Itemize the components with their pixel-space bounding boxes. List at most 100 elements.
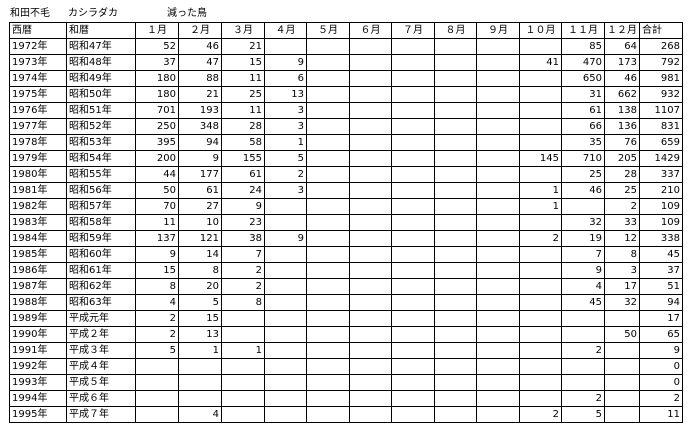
count-cell [561,326,605,343]
table-row: 1991年 平成３年 5 1 1 2 9 [9,342,683,359]
era-cell: 昭和50年 [66,86,136,103]
count-cell [434,166,477,183]
table-row: 1985年 昭和60年 9 14 7 7 8 45 [9,246,683,263]
count-cell [434,150,477,167]
count-cell: 155 [221,150,265,167]
year-cell: 1977年 [9,118,67,135]
count-cell: 61 [221,166,265,183]
count-cell: 701 [135,102,179,119]
count-cell [135,374,179,391]
count-cell [349,278,392,295]
count-cell [349,374,392,391]
count-cell: 24 [221,182,265,199]
table-row: 1984年 昭和59年 137 121 38 9 2 19 12 338 [9,230,683,247]
count-cell [604,342,640,359]
era-cell: 昭和57年 [66,198,136,215]
count-cell [519,262,562,279]
total-cell: 51 [639,278,683,295]
count-cell [434,406,477,423]
count-cell: 32 [561,214,605,231]
count-cell [434,342,477,359]
count-cell [349,150,392,167]
total-cell: 65 [639,326,683,343]
total-cell: 0 [639,358,683,375]
count-cell: 70 [135,198,179,215]
era-cell: 昭和62年 [66,278,136,295]
count-cell [349,118,392,135]
count-cell: 12 [604,230,640,247]
count-cell [476,118,520,135]
count-cell [306,118,350,135]
count-cell: 85 [561,38,605,55]
apr-header: ４月 [264,22,307,39]
era-cell: 昭和63年 [66,294,136,311]
count-cell: 1 [519,182,562,199]
table-row: 1975年 昭和50年 180 21 25 13 31 662 932 [9,86,683,103]
header-row: 西暦 和暦 １月 ２月 ３月 ４月 ５月 ６月 ７月 ８月 ９月 １０月 １１月 １２月 合計 [9,22,683,39]
year-cell: 1978年 [9,134,67,151]
count-cell [306,182,350,199]
total-cell: 210 [639,182,683,199]
era-cell: 昭和59年 [66,230,136,247]
count-cell [434,294,477,311]
count-cell [306,390,350,407]
count-cell: 21 [178,86,222,103]
year-cell: 1994年 [9,390,67,407]
count-cell [391,390,435,407]
count-cell [434,54,477,71]
count-cell: 25 [604,182,640,199]
count-cell [306,38,350,55]
total-cell: 0 [639,374,683,391]
year-cell: 1983年 [9,214,67,231]
count-cell: 180 [135,86,179,103]
count-cell [264,406,307,423]
count-cell: 3 [264,102,307,119]
count-cell [519,358,562,375]
table-row: 1994年 平成６年 2 2 [9,390,683,407]
count-cell: 9 [221,198,265,215]
total-cell: 109 [639,198,683,215]
count-cell: 200 [135,150,179,167]
count-cell [306,166,350,183]
count-cell: 137 [135,230,179,247]
count-cell [519,278,562,295]
count-cell [391,214,435,231]
count-cell: 2 [561,342,605,359]
count-cell [476,86,520,103]
count-cell [221,358,265,375]
count-cell: 66 [561,118,605,135]
count-cell [349,86,392,103]
count-cell: 41 [519,54,562,71]
count-cell [349,406,392,423]
count-cell: 33 [604,214,640,231]
count-cell [349,38,392,55]
count-cell [434,326,477,343]
count-cell [306,214,350,231]
oct-header: １０月 [519,22,562,39]
era-cell: 平成元年 [66,310,136,327]
count-cell: 1 [221,342,265,359]
count-cell [391,70,435,87]
era-cell: 平成５年 [66,374,136,391]
count-cell [391,38,435,55]
count-cell [476,150,520,167]
count-cell [391,278,435,295]
count-cell [519,246,562,263]
count-cell [391,54,435,71]
count-cell [391,134,435,151]
count-cell: 177 [178,166,222,183]
count-cell: 4 [561,278,605,295]
count-cell [349,102,392,119]
count-cell: 5 [135,342,179,359]
table-row: 1987年 昭和62年 8 20 2 4 17 51 [9,278,683,295]
count-cell [434,86,477,103]
count-cell [476,102,520,119]
era-cell: 平成４年 [66,358,136,375]
total-cell: 268 [639,38,683,55]
count-cell: 5 [561,406,605,423]
count-cell [476,54,520,71]
count-cell [306,358,350,375]
total-cell: 109 [639,214,683,231]
count-cell: 138 [604,102,640,119]
